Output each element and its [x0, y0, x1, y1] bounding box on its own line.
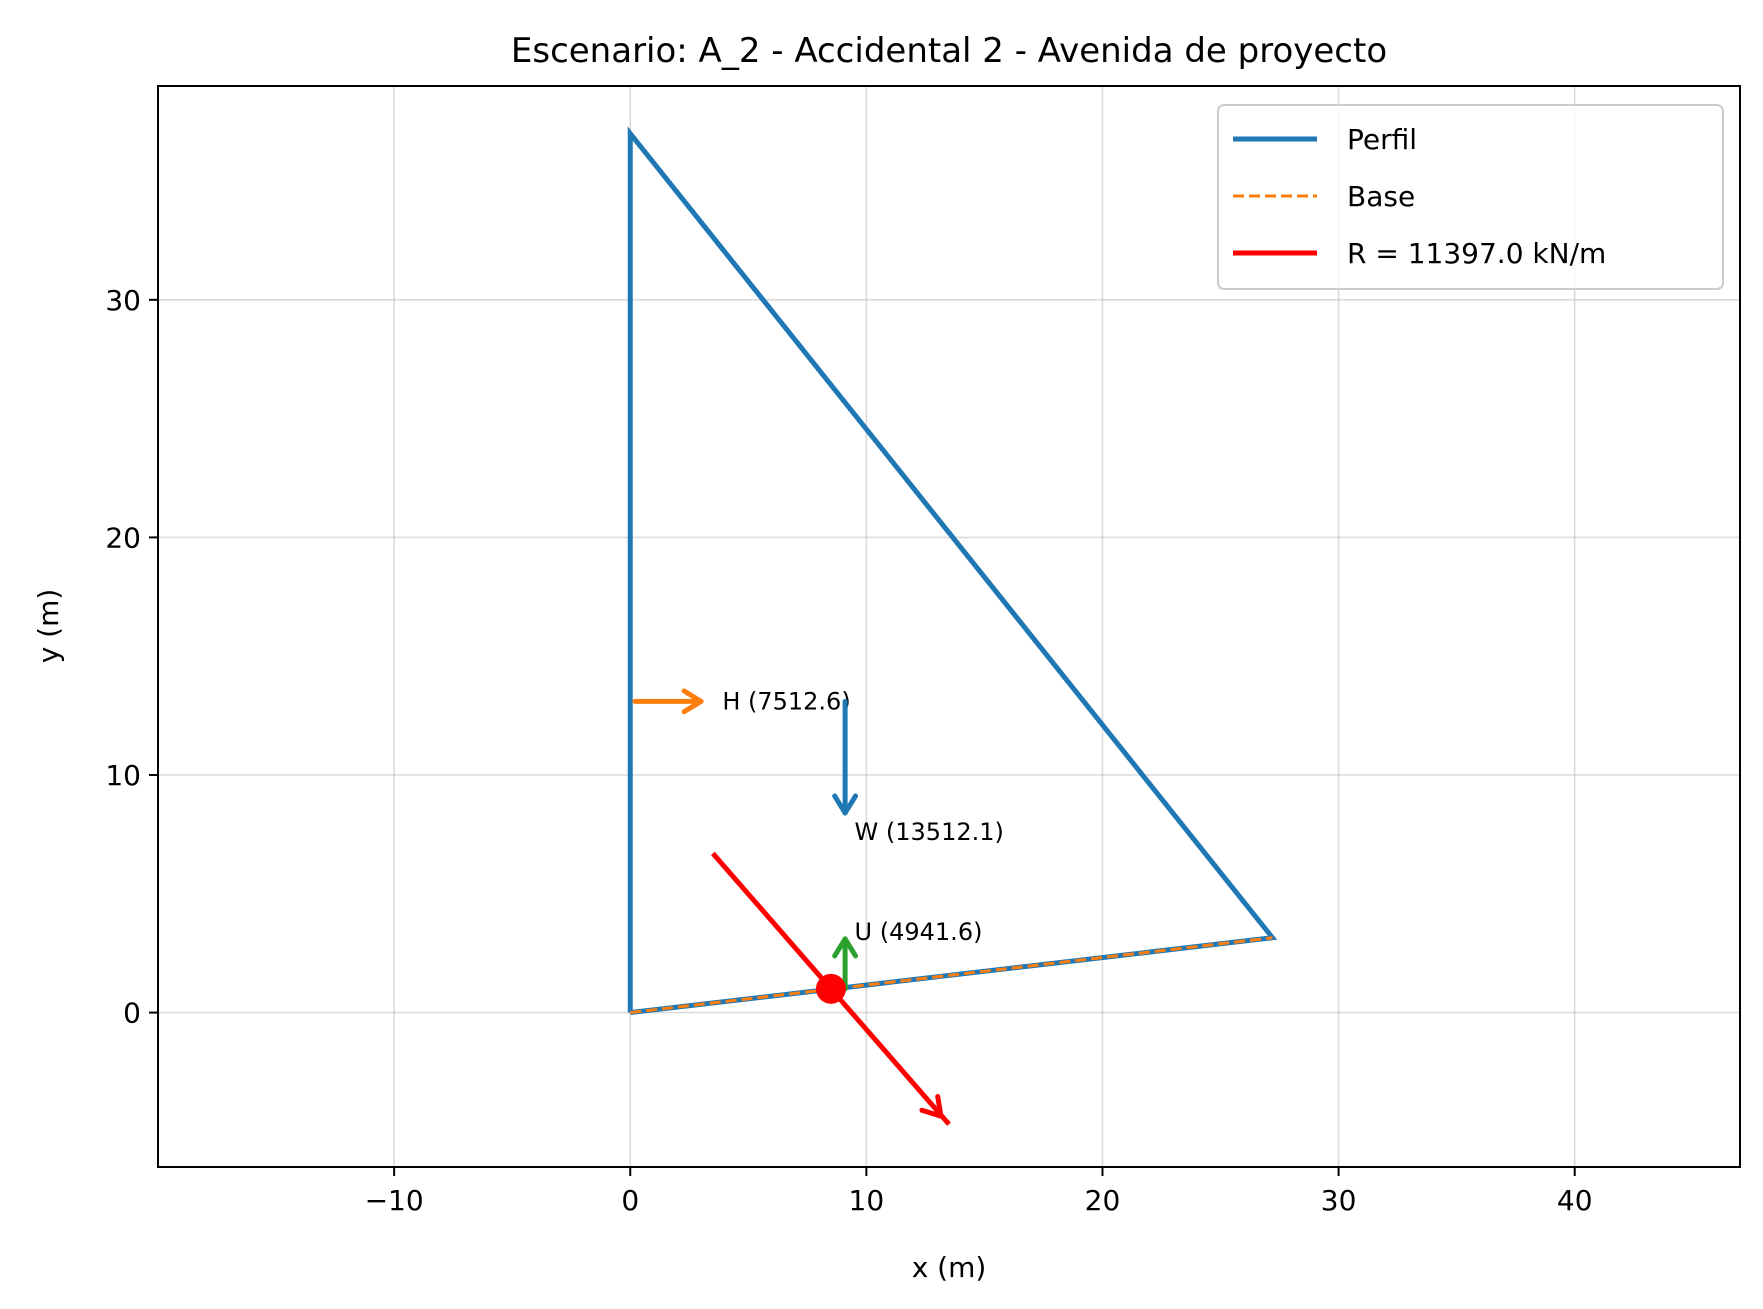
x-tick-label: 20 [1085, 1184, 1121, 1217]
force-label: W (13512.1) [855, 818, 1004, 846]
y-tick-label: 30 [105, 284, 141, 317]
plot-frame [157, 85, 1741, 1168]
y-tick-label: 0 [123, 997, 141, 1030]
base-line [630, 936, 1273, 1015]
force-arrow-head [832, 793, 859, 816]
chart-title: Escenario: A_2 - Accidental 2 - Avenida … [511, 31, 1387, 71]
legend: Perfil Base R = 11397.0 kN/m [1217, 104, 1724, 290]
force-label: U (4941.6) [855, 918, 983, 946]
legend-frame [1217, 104, 1724, 290]
x-tick-label: 0 [621, 1184, 639, 1217]
force-label: H (7512.6) [722, 687, 850, 715]
x-tick-label: −10 [365, 1184, 424, 1217]
x-tick-label: 40 [1557, 1184, 1593, 1217]
x-axis-label: x (m) [912, 1251, 987, 1284]
x-axis: −10 0 10 20 30 40 [365, 1167, 1593, 1217]
legend-label: Perfil [1347, 123, 1417, 156]
legend-label: R = 11397.0 kN/m [1347, 237, 1606, 270]
resultant-arrow-head [919, 1094, 944, 1119]
x-tick-label: 10 [849, 1184, 885, 1217]
x-tick-label: 30 [1321, 1184, 1357, 1217]
resultant-point [815, 973, 846, 1004]
profile-line [627, 126, 1278, 1016]
y-tick-label: 10 [105, 759, 141, 792]
force-arrow-head [681, 688, 704, 715]
y-axis-label: y (m) [32, 589, 65, 664]
force-arrow-head [832, 936, 859, 959]
y-axis: 0 10 20 30 [105, 284, 158, 1030]
y-tick-label: 20 [105, 521, 141, 554]
legend-label: Base [1347, 180, 1415, 213]
plot-area: H (7512.6) W (13512.1) U (4941.6) [627, 126, 1278, 1126]
